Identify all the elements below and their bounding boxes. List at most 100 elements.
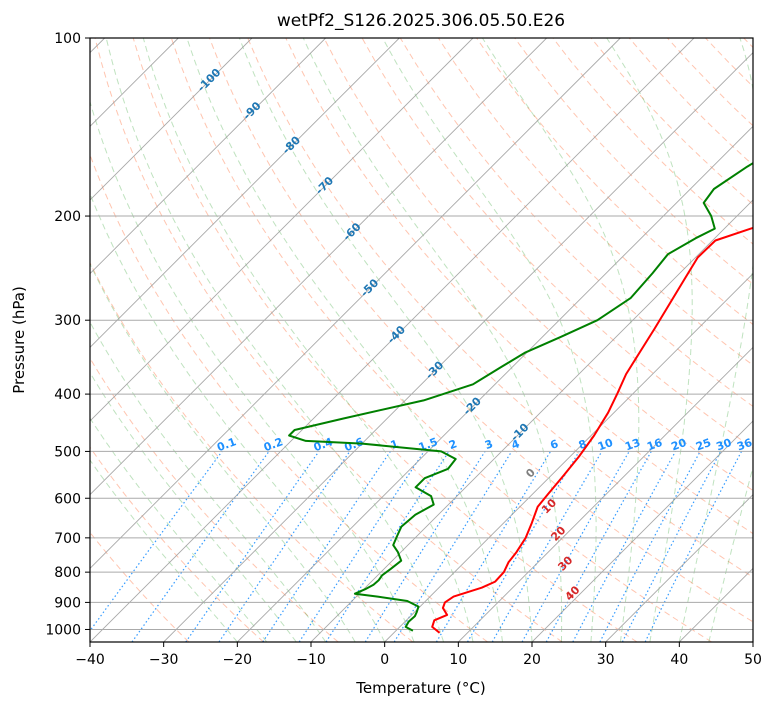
y-tick-label: 600: [54, 491, 81, 507]
mixing-ratio-line: [185, 451, 320, 642]
mixing-ratio-line: [572, 451, 677, 642]
x-tick-label: −20: [223, 652, 253, 668]
dry-adiabat: [94, 38, 563, 642]
moist-adiabat: [481, 38, 640, 642]
isotherm-line: [605, 494, 753, 642]
temperature-line: [431, 226, 753, 634]
moist-adiabat: [90, 321, 327, 642]
mixing-ratio-label: 25: [694, 436, 713, 453]
chart-title: wetPf2_S126.2025.306.05.50.E26: [277, 11, 565, 31]
x-tick-label: 40: [670, 652, 688, 668]
x-tick-label: −40: [75, 652, 105, 668]
dry-adiabat: [247, 38, 753, 578]
dry-adiabat: [170, 38, 712, 642]
y-tick-label: 400: [54, 387, 81, 403]
mixing-ratio-line: [325, 451, 450, 642]
mixing-ratio-label: 2: [447, 437, 459, 452]
isotherm-line: [90, 38, 474, 422]
isotherm-line: [90, 38, 326, 275]
y-tick-label: 700: [54, 531, 81, 547]
mixing-ratio-label: 3: [483, 437, 495, 452]
mixing-ratio-label: 16: [645, 436, 664, 454]
dry-adiabat: [323, 38, 753, 492]
y-tick-label: 500: [54, 444, 81, 460]
isotherm-line: [90, 38, 400, 348]
mixing-ratio-label: 0.6: [343, 435, 366, 454]
profile-lines: [288, 161, 753, 634]
mixing-ratio-label: 0.2: [262, 435, 285, 454]
isotherm-line: [90, 38, 547, 496]
y-tick-label: 200: [54, 209, 81, 225]
mixing-ratio-label: 10: [596, 436, 615, 454]
mixing-ratio-line: [621, 451, 722, 642]
moist-adiabat: [90, 459, 238, 642]
mixing-ratio-label: 6: [548, 437, 560, 452]
isotherm-line: [384, 273, 753, 642]
mixing-ratio-label: 0.1: [215, 435, 238, 454]
mixing-ratio-label: 20: [669, 436, 688, 454]
y-axis-ticks: 100 200 300 400 500 600 700 800 900 1000: [45, 31, 90, 638]
mixing-ratio-line: [393, 451, 513, 642]
x-tick-label: −10: [296, 652, 326, 668]
isotherm-line: [531, 420, 753, 642]
y-tick-label: 900: [54, 595, 81, 611]
isotherm-line: [90, 38, 621, 569]
mixing-ratio-line: [262, 451, 391, 642]
y-tick-label: 300: [54, 313, 81, 329]
dry-adiabat: [514, 38, 753, 285]
mixing-ratio-labels: 0.1 0.2 0.4 0.6 1 1.5 2 3 4 6 8 10 13 16 20 25 30 36: [215, 435, 754, 454]
x-tick-label: 20: [523, 652, 541, 668]
x-tick-label: −30: [149, 652, 179, 668]
x-tick-label: 10: [449, 652, 467, 668]
mixing-ratio-line: [218, 451, 351, 642]
moist-adiabat: [708, 465, 753, 642]
dry-adiabat: [476, 38, 753, 326]
y-tick-label: 800: [54, 565, 81, 581]
dry-adiabat: [285, 38, 753, 535]
x-tick-label: 0: [380, 652, 389, 668]
mixing-ratio-label: 1: [389, 437, 401, 452]
moist-adiabat: [90, 262, 356, 642]
dry-adiabat: [90, 261, 414, 642]
mixing-ratio-label: 36: [735, 436, 754, 454]
isotherm-line: [163, 52, 753, 642]
mixing-ratio-line: [644, 451, 743, 642]
y-axis-title: Pressure (hPa): [10, 286, 28, 394]
dewpoint-line: [288, 161, 753, 632]
isotherm-line: [237, 125, 753, 642]
moist-adiabat: [90, 371, 297, 642]
moist-adiabat: [382, 38, 597, 642]
mixing-ratio-label: 4: [510, 437, 522, 452]
mixing-ratio-line: [298, 451, 425, 642]
pressure-gridlines: [90, 38, 753, 630]
moist-adiabat: [105, 38, 445, 642]
isotherm-line: [458, 346, 753, 642]
x-tick-label: 50: [744, 652, 762, 668]
x-axis-ticks: −40 −30 −20 −10 0 10 20 30 40 50: [75, 642, 762, 668]
dry-adiabat: [132, 38, 638, 642]
dry-adiabat: [90, 357, 339, 642]
isotherm-line: [90, 38, 253, 201]
background-lines: [90, 38, 753, 642]
x-axis-title: Temperature (°C): [355, 679, 485, 697]
moist-adiabat: [606, 38, 693, 642]
y-tick-label: 100: [54, 31, 81, 47]
y-tick-label: 1000: [45, 622, 81, 638]
moist-adiabat: [90, 417, 268, 642]
moist-adiabat: [186, 38, 503, 642]
dry-adiabat: [209, 38, 753, 623]
mixing-ratio-label: 30: [714, 436, 733, 454]
isotherm-line: [90, 38, 695, 642]
moist-adiabat: [238, 38, 533, 642]
mixing-ratio-line: [90, 451, 223, 632]
dry-adiabat: [90, 446, 264, 642]
moist-adiabat: [90, 192, 386, 642]
mixing-ratio-line: [521, 451, 630, 642]
moist-adiabat: [302, 38, 563, 642]
plot-frame: [89, 37, 754, 643]
moist-adiabat: [142, 38, 474, 642]
mixing-ratio-label: 8: [577, 437, 589, 452]
mixing-ratio-label: 13: [623, 436, 642, 453]
